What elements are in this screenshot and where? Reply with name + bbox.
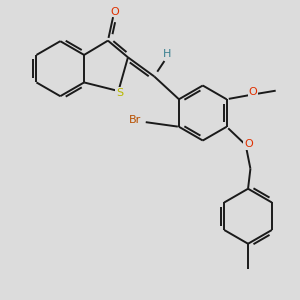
Text: S: S <box>116 88 123 98</box>
Text: Br: Br <box>128 115 141 125</box>
Text: O: O <box>248 87 257 97</box>
Text: O: O <box>244 139 253 149</box>
Text: H: H <box>163 49 172 58</box>
Text: O: O <box>110 7 119 16</box>
